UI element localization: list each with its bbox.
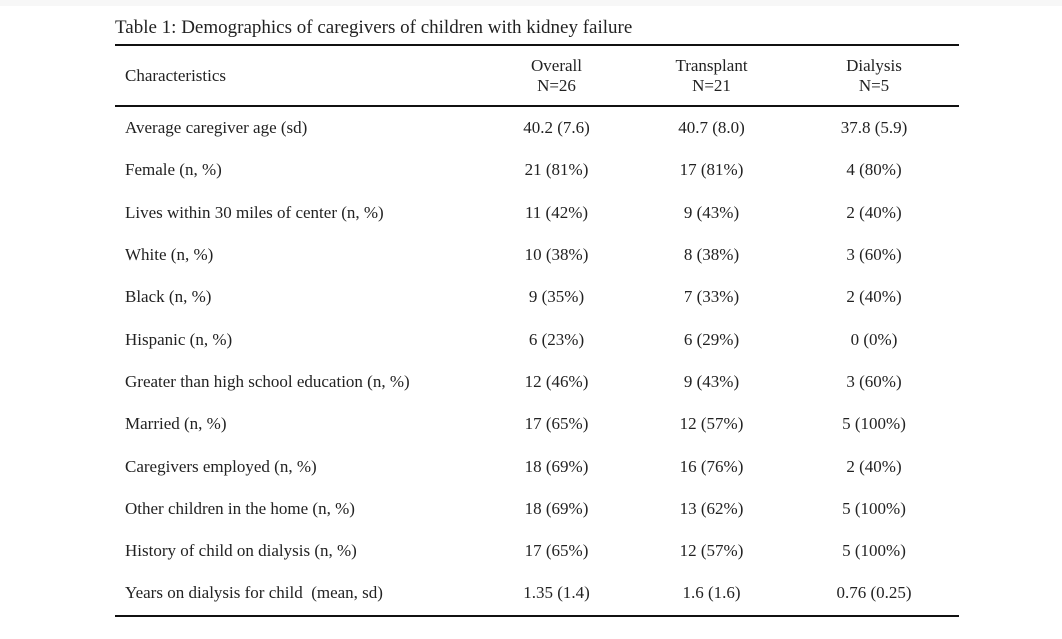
row-label: Lives within 30 miles of center (n, %) xyxy=(125,202,384,222)
header-overall: Overall N=26 xyxy=(479,45,634,107)
table-row: Female (n, %) 21 (81%) 17 (81%) 4 (80%) xyxy=(115,149,959,191)
header-dialysis: Dialysis N=5 xyxy=(789,45,959,107)
table-row: Hispanic (n, %) 6 (23%) 6 (29%) 0 (0%) xyxy=(115,318,959,360)
cell-overall: 9 (35%) xyxy=(528,287,585,307)
cell-overall: 12 (46%) xyxy=(524,371,589,391)
cell-dialysis: 2 (40%) xyxy=(846,202,902,222)
cell-transplant: 9 (43%) xyxy=(683,202,740,222)
row-label: Other children in the home (n, %) xyxy=(125,498,355,518)
cell-overall: 1.35 (1.4) xyxy=(523,583,590,603)
header-row: Characteristics Overall N=26 Transplant … xyxy=(115,45,959,107)
header-characteristics: Characteristics xyxy=(115,45,479,107)
row-label: Female (n, %) xyxy=(125,160,222,180)
row-label: Hispanic (n, %) xyxy=(125,329,233,349)
row-label: Greater than high school education (n, %… xyxy=(125,371,410,391)
cell-overall: 6 (23%) xyxy=(528,329,585,349)
top-strip xyxy=(0,0,1062,6)
table-row: Caregivers employed (n, %) 18 (69%) 16 (… xyxy=(115,445,959,487)
table-row: White (n, %) 10 (38%) 8 (38%) 3 (60%) xyxy=(115,234,959,276)
row-label: Years on dialysis for child (mean, sd) xyxy=(125,583,383,603)
row-label: Average caregiver age (sd) xyxy=(125,118,308,138)
row-label: History of child on dialysis (n, %) xyxy=(125,541,357,561)
table-row: Average caregiver age (sd) 40.2 (7.6) 40… xyxy=(115,106,959,149)
cell-transplant: 17 (81%) xyxy=(679,160,744,180)
cell-overall: 21 (81%) xyxy=(524,160,589,180)
table-row: Married (n, %) 17 (65%) 12 (57%) 5 (100%… xyxy=(115,403,959,445)
cell-transplant: 8 (38%) xyxy=(683,245,740,265)
demographics-table: Characteristics Overall N=26 Transplant … xyxy=(115,44,959,617)
cell-transplant: 12 (57%) xyxy=(679,414,744,434)
header-dialysis-n: N=5 xyxy=(858,75,890,95)
cell-overall: 17 (65%) xyxy=(524,414,589,434)
cell-transplant: 7 (33%) xyxy=(683,287,740,307)
cell-dialysis: 3 (60%) xyxy=(846,371,902,391)
row-label: Married (n, %) xyxy=(125,414,227,434)
cell-dialysis: 5 (100%) xyxy=(842,414,906,434)
cell-dialysis: 0 (0%) xyxy=(850,329,898,349)
cell-overall: 10 (38%) xyxy=(524,245,589,265)
cell-overall: 17 (65%) xyxy=(524,541,589,561)
cell-dialysis: 37.8 (5.9) xyxy=(840,118,908,138)
cell-overall: 18 (69%) xyxy=(524,498,589,518)
row-label: White (n, %) xyxy=(125,245,214,265)
header-dialysis-name: Dialysis xyxy=(846,55,902,75)
cell-transplant: 13 (62%) xyxy=(679,498,744,518)
cell-transplant: 9 (43%) xyxy=(683,371,740,391)
header-transplant-n: N=21 xyxy=(692,75,731,95)
table-row: Other children in the home (n, %) 18 (69… xyxy=(115,488,959,530)
table-row: History of child on dialysis (n, %) 17 (… xyxy=(115,530,959,572)
row-label: Caregivers employed (n, %) xyxy=(125,456,317,476)
table-row: Years on dialysis for child (mean, sd) 1… xyxy=(115,572,959,615)
table-header: Characteristics Overall N=26 Transplant … xyxy=(115,45,959,107)
table-body: Average caregiver age (sd) 40.2 (7.6) 40… xyxy=(115,106,959,616)
cell-transplant: 1.6 (1.6) xyxy=(682,583,741,603)
cell-transplant: 6 (29%) xyxy=(683,329,740,349)
cell-dialysis: 2 (40%) xyxy=(846,456,902,476)
table-container: Table 1: Demographics of caregivers of c… xyxy=(115,14,959,617)
header-transplant-name: Transplant xyxy=(675,55,748,75)
cell-overall: 18 (69%) xyxy=(524,456,589,476)
row-label: Black (n, %) xyxy=(125,287,212,307)
cell-dialysis: 0.76 (0.25) xyxy=(836,583,912,603)
cell-transplant: 40.7 (8.0) xyxy=(678,118,745,138)
table-row: Greater than high school education (n, %… xyxy=(115,361,959,403)
cell-overall: 40.2 (7.6) xyxy=(523,118,590,138)
cell-dialysis: 5 (100%) xyxy=(842,498,906,518)
table-row: Lives within 30 miles of center (n, %) 1… xyxy=(115,192,959,234)
table-row: Black (n, %) 9 (35%) 7 (33%) 2 (40%) xyxy=(115,276,959,318)
cell-transplant: 12 (57%) xyxy=(679,541,744,561)
cell-overall: 11 (42%) xyxy=(524,202,589,222)
cell-dialysis: 5 (100%) xyxy=(842,541,906,561)
cell-dialysis: 2 (40%) xyxy=(846,287,902,307)
header-transplant: Transplant N=21 xyxy=(634,45,789,107)
header-overall-name: Overall xyxy=(531,55,582,75)
cell-transplant: 16 (76%) xyxy=(679,456,744,476)
cell-dialysis: 3 (60%) xyxy=(846,245,902,265)
header-overall-n: N=26 xyxy=(537,75,576,95)
table-caption: Table 1: Demographics of caregivers of c… xyxy=(115,17,633,38)
cell-dialysis: 4 (80%) xyxy=(846,160,902,180)
